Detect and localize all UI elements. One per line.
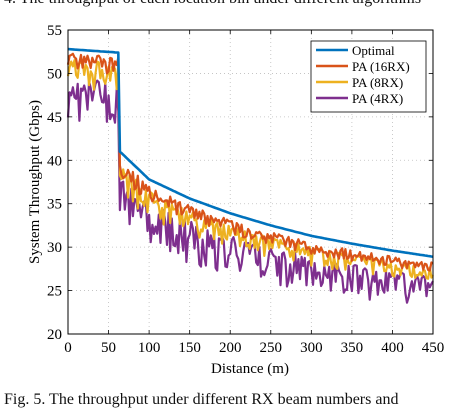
x-tick-label: 350 [341, 340, 364, 356]
y-tick-label: 50 [47, 66, 62, 82]
y-tick-label: 40 [47, 153, 62, 169]
x-tick-label: 250 [260, 340, 283, 356]
y-tick-label: 20 [47, 327, 62, 343]
x-tick-label: 400 [381, 340, 404, 356]
y-tick-label: 45 [47, 110, 62, 126]
y-tick-label: 55 [47, 23, 62, 39]
figure-caption-bottom: Fig. 5. The throughput under different R… [4, 391, 399, 408]
series-line [66, 59, 434, 280]
y-tick-labels: 20 25 30 35 40 45 50 55 [47, 23, 62, 343]
x-tick-labels: 0 50 100 150 200 250 300 350 400 450 [64, 340, 444, 356]
series-line [66, 52, 434, 272]
x-tick-label: 50 [101, 340, 116, 356]
x-tick-label: 150 [178, 340, 201, 356]
y-tick-label: 35 [47, 197, 62, 213]
legend-label: PA (16RX) [352, 59, 410, 74]
x-tick-label: 300 [300, 340, 323, 356]
series-line [66, 79, 434, 304]
x-tick-label: 100 [138, 340, 161, 356]
legend-label: Optimal [352, 43, 395, 58]
legend-label: PA (8RX) [352, 75, 403, 90]
legend-box [310, 40, 427, 113]
y-tick-label: 25 [47, 284, 62, 300]
legend-label: PA (4RX) [352, 91, 403, 106]
y-tick-label: 30 [47, 240, 62, 256]
x-tick-label: 0 [64, 340, 72, 356]
series-line [67, 47, 434, 258]
x-axis-label: Distance (m) [211, 361, 289, 377]
x-tick-label: 200 [219, 340, 242, 356]
series-layer [66, 47, 434, 304]
y-axis-label: System Throughput (Gbps) [27, 100, 43, 264]
axis-ticks [67, 29, 434, 335]
plot-frame [67, 29, 434, 335]
x-tick-label: 450 [422, 340, 445, 356]
figure-caption-top: 4. The throughput of each location bin u… [4, 0, 474, 8]
